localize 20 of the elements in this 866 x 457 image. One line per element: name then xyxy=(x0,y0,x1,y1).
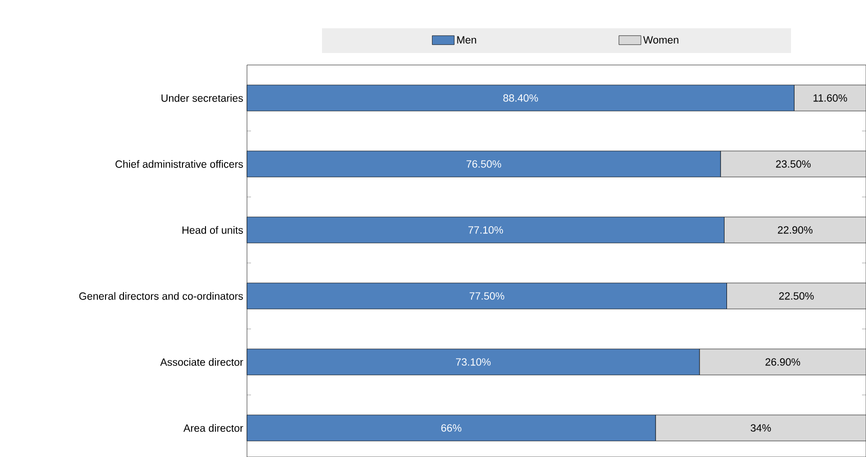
y-tick-label: Area director xyxy=(183,424,244,432)
y-tick-label: Under secretaries xyxy=(162,94,243,102)
data-label: 66% xyxy=(441,424,462,432)
legend-label: Women xyxy=(643,36,678,44)
y-tick-label: General directors and co-ordinators xyxy=(79,292,243,300)
data-label: 76.50% xyxy=(466,160,502,168)
data-label: 77.50% xyxy=(470,292,504,300)
data-label: 23.50% xyxy=(776,160,811,168)
data-label: 73.10% xyxy=(456,358,491,366)
data-label: 22.50% xyxy=(779,292,814,300)
y-tick-label: Associate director xyxy=(160,358,244,366)
data-label: 26.90% xyxy=(766,358,800,366)
y-tick-label: Head of units xyxy=(182,226,243,234)
data-label: 11.60% xyxy=(814,94,848,102)
data-label: 22.90% xyxy=(778,226,812,234)
data-label: 34% xyxy=(750,424,771,432)
legend-label: Men xyxy=(457,36,476,44)
data-label: 88.40% xyxy=(503,94,538,102)
data-label: 77.10% xyxy=(468,226,503,234)
y-tick-label: Chief administrative officers xyxy=(116,160,243,168)
